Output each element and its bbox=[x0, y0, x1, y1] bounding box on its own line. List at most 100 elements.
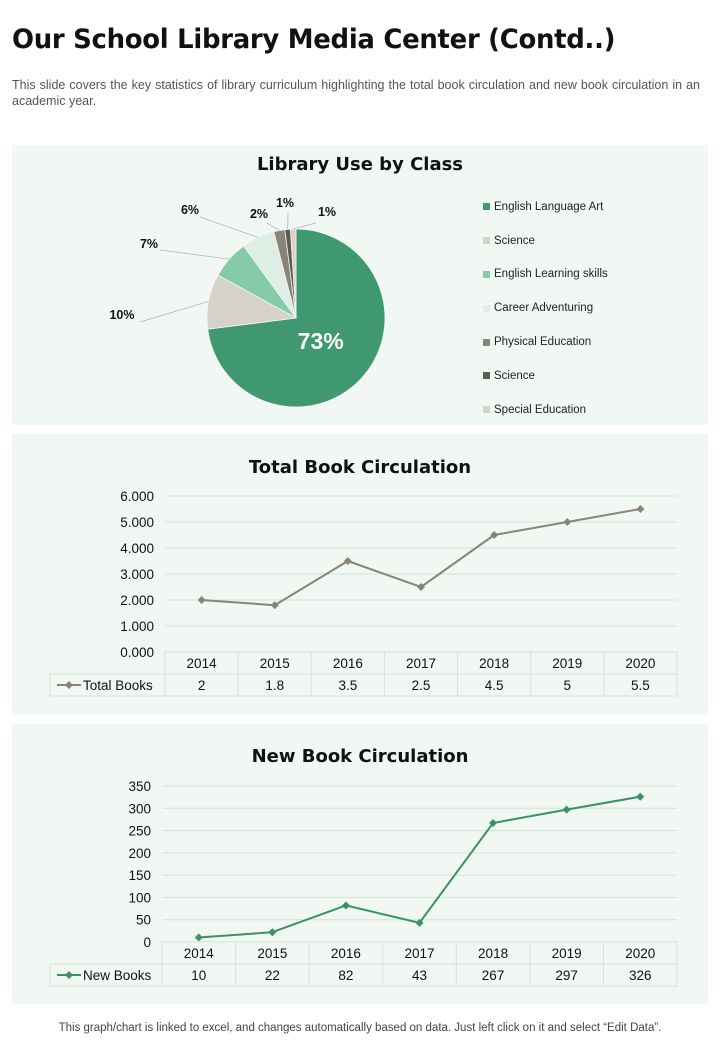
legend-item: English Language Art bbox=[483, 190, 608, 224]
page-title: Our School Library Media Center (Contd..… bbox=[12, 24, 616, 55]
pie-leader-line bbox=[293, 222, 317, 230]
x-tick-label: 2016 bbox=[333, 656, 363, 671]
table-legend-marker bbox=[65, 681, 73, 689]
legend-label: English Language Art bbox=[494, 200, 604, 213]
data-point bbox=[563, 518, 572, 526]
total-circulation-chart: 0.000 1.000 2.000 3.000 4.000 5.000 6.000 2014 2… bbox=[49, 489, 678, 697]
table-value: 297 bbox=[555, 968, 578, 983]
legend-swatch bbox=[483, 304, 490, 312]
x-tick-label: 2014 bbox=[187, 656, 218, 671]
y-tick-label: 200 bbox=[128, 846, 151, 861]
legend-swatch bbox=[483, 372, 490, 380]
data-point bbox=[489, 818, 498, 827]
new-circulation-panel: New Book Circulation 0 50 100 150 200 250 300 3… bbox=[12, 724, 708, 1004]
pie-data-label: 2% bbox=[250, 207, 268, 221]
data-point bbox=[417, 583, 425, 591]
table-value: 82 bbox=[338, 968, 353, 983]
legend-swatch bbox=[483, 338, 490, 346]
legend-label: Science bbox=[494, 369, 535, 382]
legend-item: English Learning skills bbox=[483, 258, 608, 292]
x-tick-label: 2015 bbox=[260, 656, 290, 671]
y-tick-label: 5.000 bbox=[120, 515, 154, 530]
legend-swatch bbox=[483, 406, 490, 414]
table-legend-marker bbox=[65, 971, 73, 979]
pie-data-label: 1% bbox=[276, 196, 294, 210]
table-value: 5 bbox=[564, 678, 572, 693]
legend-label: Career Adventuring bbox=[494, 302, 594, 315]
x-tick-label: 2020 bbox=[625, 656, 655, 671]
legend-item: Science bbox=[483, 224, 608, 258]
data-point bbox=[562, 805, 571, 814]
x-tick-label: 2017 bbox=[404, 946, 434, 961]
legend-item: Career Adventuring bbox=[483, 291, 608, 325]
data-point bbox=[197, 596, 206, 604]
table-series-label: New Books bbox=[83, 968, 152, 983]
legend-item: Science bbox=[483, 359, 608, 393]
y-tick-label: 150 bbox=[128, 868, 151, 883]
x-tick-label: 2016 bbox=[331, 946, 361, 961]
footer-note: This graph/chart is linked to excel, and… bbox=[58, 1022, 662, 1034]
page-subtitle: This slide covers the key statistics of … bbox=[12, 78, 700, 108]
table-value: 326 bbox=[629, 968, 652, 983]
legend-swatch bbox=[483, 237, 490, 245]
table-value: 2.5 bbox=[412, 678, 431, 693]
table-value: 4.5 bbox=[485, 678, 504, 693]
x-tick-label: 2015 bbox=[257, 946, 287, 961]
x-tick-label: 2014 bbox=[184, 946, 215, 961]
table-value: 22 bbox=[265, 968, 280, 983]
legend-label: Science bbox=[494, 234, 535, 247]
pie-data-label: 6% bbox=[181, 203, 199, 217]
x-tick-label: 2017 bbox=[406, 656, 436, 671]
total-chart-title: Total Book Circulation bbox=[248, 457, 472, 478]
new-circulation-chart: 0 50 100 150 200 250 300 350 2014 2015 2016 2017 201… bbox=[49, 779, 678, 987]
legend-swatch bbox=[483, 270, 490, 278]
y-tick-label: 2.000 bbox=[120, 593, 154, 608]
pie-leader-line bbox=[159, 249, 230, 260]
table-value: 10 bbox=[191, 968, 206, 983]
new-chart-title: New Book Circulation bbox=[251, 746, 469, 767]
legend-label: Physical Education bbox=[494, 336, 592, 349]
legend-swatch bbox=[483, 203, 490, 211]
table-value: 1.8 bbox=[265, 678, 284, 693]
x-tick-label: 2019 bbox=[552, 656, 582, 671]
pie-leader-line bbox=[266, 222, 280, 231]
table-value: 43 bbox=[412, 968, 427, 983]
y-tick-label: 0 bbox=[143, 935, 151, 950]
series-line bbox=[198, 795, 641, 939]
pie-data-label: 10% bbox=[109, 308, 134, 322]
data-point bbox=[270, 601, 279, 610]
library-use-panel: Library Use by Class 73% 10% 7% 6% 2% 1% 1% En… bbox=[12, 145, 708, 425]
data-point bbox=[636, 792, 645, 801]
pie-data-label: 7% bbox=[140, 237, 158, 251]
pie-chart: 73% 10% 7% 6% 2% 1% 1% bbox=[109, 196, 386, 408]
y-tick-label: 1.000 bbox=[120, 619, 154, 634]
pie-legend: English Language Art Science English Lea… bbox=[483, 190, 608, 427]
pie-leader-line bbox=[139, 300, 209, 323]
legend-item: Physical Education bbox=[483, 325, 608, 359]
table-value: 5.5 bbox=[631, 678, 650, 693]
pie-chart-title: Library Use by Class bbox=[256, 154, 464, 175]
y-tick-label: 50 bbox=[136, 913, 151, 928]
table-value: 267 bbox=[482, 968, 505, 983]
x-tick-label: 2018 bbox=[478, 946, 508, 961]
pie-data-label: 73% bbox=[298, 328, 344, 354]
y-tick-label: 3.000 bbox=[120, 567, 154, 582]
y-tick-label: 350 bbox=[128, 779, 151, 794]
data-point bbox=[490, 531, 499, 539]
data-point bbox=[268, 928, 277, 937]
data-point bbox=[636, 505, 645, 513]
y-tick-label: 100 bbox=[128, 890, 151, 905]
x-tick-label: 2019 bbox=[552, 946, 582, 961]
y-tick-label: 300 bbox=[128, 801, 151, 816]
legend-item: Special Education bbox=[483, 393, 608, 427]
total-circulation-panel: Total Book Circulation 0.000 1.000 2.000 3.… bbox=[12, 434, 708, 715]
legend-label: English Learning skills bbox=[494, 268, 608, 281]
pie-data-label: 1% bbox=[318, 205, 336, 219]
data-point bbox=[341, 901, 350, 910]
x-tick-label: 2018 bbox=[479, 656, 509, 671]
x-tick-label: 2020 bbox=[625, 946, 655, 961]
data-point bbox=[343, 557, 352, 565]
legend-label: Special Education bbox=[494, 403, 587, 416]
y-tick-label: 4.000 bbox=[120, 541, 154, 556]
y-tick-label: 250 bbox=[128, 824, 151, 839]
